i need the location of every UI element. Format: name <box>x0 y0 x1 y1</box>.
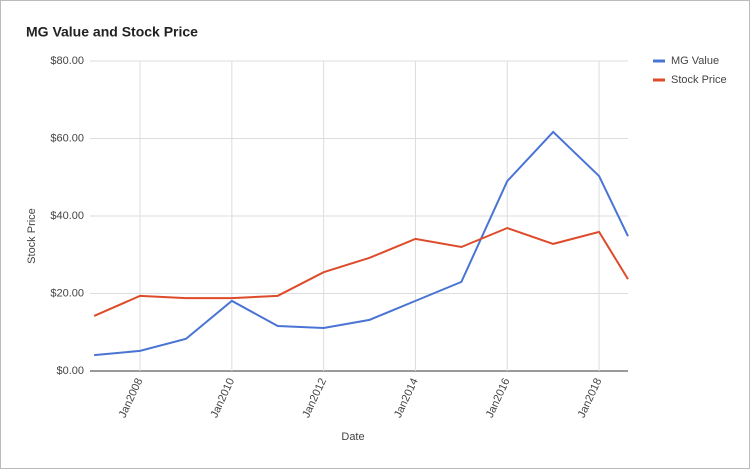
y-tick-label: $40.00 <box>50 210 84 222</box>
y-tick-label: $80.00 <box>50 55 84 67</box>
line <box>94 130 629 357</box>
legend-label: Stock Price <box>671 74 727 86</box>
y-tick-label: $60.00 <box>50 132 84 144</box>
chart-title: MG Value and Stock Price <box>26 24 198 40</box>
y-tick-label: $20.00 <box>50 287 84 299</box>
legend-label: MG Value <box>671 55 719 67</box>
x-axis-title: Date <box>341 431 364 443</box>
y-axis-title: Stock Price <box>26 208 38 264</box>
line <box>93 226 629 317</box>
y-tick-label: $0.00 <box>56 365 84 377</box>
